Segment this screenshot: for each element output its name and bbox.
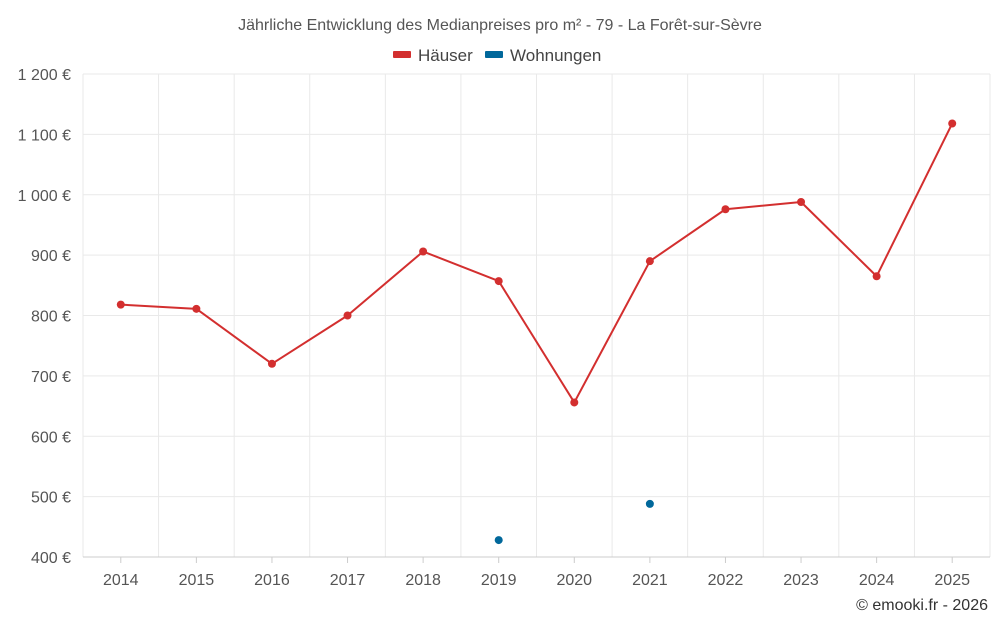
legend: Häuser Wohnungen xyxy=(393,46,601,65)
x-tick-label: 2017 xyxy=(330,572,366,589)
data-point-wohnungen-2019[interactable] xyxy=(494,536,503,545)
legend-swatch-haeuser xyxy=(393,51,411,58)
data-point-haeuser-2021[interactable] xyxy=(645,257,654,266)
x-tick-label: 2020 xyxy=(556,572,592,589)
credit-text: © emooki.fr - 2026 xyxy=(856,597,988,614)
x-tick-label: 2025 xyxy=(934,572,970,589)
data-point-haeuser-2023[interactable] xyxy=(797,197,806,206)
x-tick-label: 2018 xyxy=(405,572,441,589)
data-point-haeuser-2016[interactable] xyxy=(267,359,276,368)
x-tick-label: 2015 xyxy=(179,572,215,589)
legend-swatch-wohnungen xyxy=(485,51,503,58)
data-point-haeuser-2017[interactable] xyxy=(343,311,352,320)
x-tick-label: 2016 xyxy=(254,572,290,589)
y-tick-label: 900 € xyxy=(31,248,71,265)
grid xyxy=(82,73,991,558)
chart-title: Jährliche Entwicklung des Medianpreises … xyxy=(238,17,762,34)
data-point-haeuser-2022[interactable] xyxy=(721,205,730,214)
y-tick-label: 1 200 € xyxy=(18,67,71,84)
data-point-haeuser-2025[interactable] xyxy=(948,119,957,128)
data-point-haeuser-2018[interactable] xyxy=(419,247,428,256)
legend-item-haeuser[interactable]: Häuser xyxy=(393,46,473,65)
data-point-haeuser-2015[interactable] xyxy=(192,304,201,313)
y-tick-label: 400 € xyxy=(31,550,71,567)
y-tick-label: 1 100 € xyxy=(18,127,71,144)
x-tick-label: 2021 xyxy=(632,572,668,589)
y-tick-label: 600 € xyxy=(31,429,71,446)
x-tick-label: 2014 xyxy=(103,572,139,589)
x-tick-label: 2019 xyxy=(481,572,517,589)
x-tick-label: 2023 xyxy=(783,572,819,589)
x-tick-label: 2022 xyxy=(708,572,744,589)
legend-label-haeuser: Häuser xyxy=(418,46,473,65)
axes: 400 € 500 € 600 € 700 € 800 € 900 € 1 000 € 1 1… xyxy=(18,67,990,589)
y-tick-label: 500 € xyxy=(31,490,71,507)
legend-item-wohnungen[interactable]: Wohnungen xyxy=(485,46,601,65)
data-point-haeuser-2024[interactable] xyxy=(872,272,881,281)
y-tick-label: 1 000 € xyxy=(18,188,71,205)
y-tick-label: 800 € xyxy=(31,309,71,326)
data-point-haeuser-2014[interactable] xyxy=(116,300,125,309)
data-point-wohnungen-2021[interactable] xyxy=(645,499,654,508)
data-point-haeuser-2019[interactable] xyxy=(494,277,503,286)
y-tick-label: 700 € xyxy=(31,369,71,386)
series xyxy=(116,119,957,545)
data-point-haeuser-2020[interactable] xyxy=(570,398,579,407)
legend-label-wohnungen: Wohnungen xyxy=(510,46,601,65)
series-line-haeuser xyxy=(120,123,954,404)
x-tick-label: 2024 xyxy=(859,572,895,589)
